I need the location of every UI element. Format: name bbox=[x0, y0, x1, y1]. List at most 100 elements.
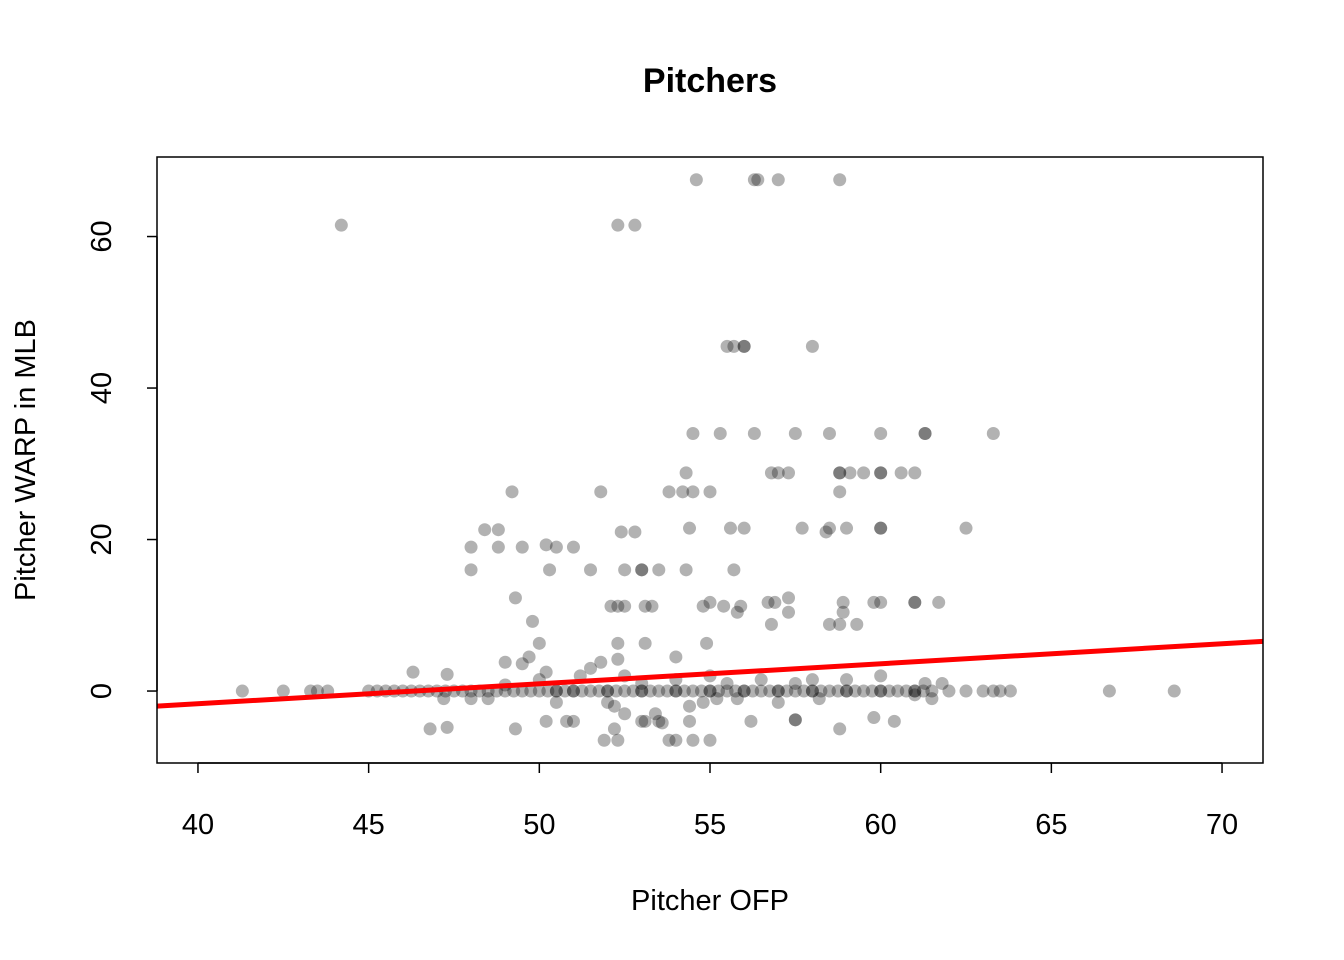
data-point bbox=[703, 733, 717, 747]
data-point bbox=[908, 466, 922, 480]
data-point bbox=[662, 485, 676, 499]
data-point bbox=[655, 716, 669, 730]
data-point bbox=[797, 684, 811, 698]
data-point bbox=[696, 599, 710, 613]
data-point bbox=[607, 722, 621, 736]
data-point bbox=[795, 521, 809, 535]
data-point bbox=[918, 426, 932, 440]
data-point bbox=[604, 599, 618, 613]
data-point bbox=[703, 485, 717, 499]
data-point bbox=[848, 684, 862, 698]
data-point bbox=[696, 695, 710, 709]
points-layer bbox=[235, 173, 1181, 747]
data-point bbox=[812, 692, 826, 706]
data-point bbox=[652, 563, 666, 577]
data-point bbox=[614, 525, 628, 539]
data-point bbox=[882, 684, 896, 698]
data-point bbox=[334, 218, 348, 232]
data-point bbox=[717, 599, 731, 613]
data-point bbox=[660, 684, 674, 698]
data-point bbox=[635, 684, 649, 698]
data-point bbox=[874, 426, 888, 440]
data-point bbox=[788, 713, 802, 727]
data-point bbox=[822, 426, 836, 440]
y-tick-label: 40 bbox=[86, 372, 118, 404]
data-point bbox=[754, 673, 768, 687]
data-point bbox=[744, 714, 758, 728]
data-point bbox=[566, 540, 580, 554]
data-point bbox=[440, 667, 454, 681]
data-point bbox=[543, 563, 557, 577]
data-point bbox=[566, 714, 580, 728]
data-point bbox=[763, 684, 777, 698]
data-point bbox=[686, 426, 700, 440]
data-point bbox=[840, 521, 854, 535]
x-tick-label: 60 bbox=[865, 809, 897, 841]
data-point bbox=[683, 714, 697, 728]
data-point bbox=[491, 540, 505, 554]
data-point bbox=[635, 714, 649, 728]
data-point bbox=[771, 466, 785, 480]
data-point bbox=[780, 684, 794, 698]
data-point bbox=[276, 684, 290, 698]
data-point bbox=[819, 525, 833, 539]
data-point bbox=[788, 426, 802, 440]
data-point bbox=[730, 605, 744, 619]
data-point bbox=[609, 684, 623, 698]
data-point bbox=[822, 617, 836, 631]
data-point bbox=[558, 684, 572, 698]
chart-title: Pitchers bbox=[643, 62, 777, 100]
data-point bbox=[850, 617, 864, 631]
data-point bbox=[669, 684, 683, 698]
data-point bbox=[874, 466, 888, 480]
data-point bbox=[491, 523, 505, 537]
data-point bbox=[549, 684, 563, 698]
y-tick-label: 20 bbox=[86, 523, 118, 555]
regression-line bbox=[156, 638, 1264, 709]
data-point bbox=[908, 684, 922, 698]
data-point bbox=[874, 521, 888, 535]
data-point bbox=[652, 714, 666, 728]
data-point bbox=[720, 684, 734, 698]
data-point bbox=[865, 684, 879, 698]
data-point bbox=[1003, 684, 1017, 698]
data-point bbox=[894, 466, 908, 480]
data-point bbox=[908, 595, 922, 609]
data-point bbox=[549, 695, 563, 709]
data-point bbox=[566, 684, 580, 698]
data-point bbox=[771, 684, 785, 698]
data-point bbox=[976, 684, 990, 698]
data-point bbox=[737, 339, 751, 353]
data-point bbox=[575, 684, 589, 698]
data-point bbox=[942, 684, 956, 698]
data-point bbox=[618, 599, 632, 613]
data-point bbox=[703, 595, 717, 609]
data-point bbox=[874, 684, 888, 698]
data-point bbox=[532, 684, 546, 698]
data-point bbox=[584, 684, 598, 698]
data-point bbox=[843, 466, 857, 480]
data-point bbox=[703, 684, 717, 698]
data-point bbox=[831, 684, 845, 698]
data-point bbox=[747, 426, 761, 440]
data-point bbox=[524, 684, 538, 698]
data-point bbox=[908, 684, 922, 698]
data-point bbox=[478, 523, 492, 537]
data-point bbox=[993, 684, 1007, 698]
data-point bbox=[764, 466, 778, 480]
data-point bbox=[712, 684, 726, 698]
data-point bbox=[539, 665, 553, 679]
data-point bbox=[679, 466, 693, 480]
data-point bbox=[836, 605, 850, 619]
data-point bbox=[592, 684, 606, 698]
data-point bbox=[782, 605, 796, 619]
data-point bbox=[836, 595, 850, 609]
data-point bbox=[508, 722, 522, 736]
data-point bbox=[918, 426, 932, 440]
data-point bbox=[986, 684, 1000, 698]
data-point bbox=[782, 466, 796, 480]
data-point bbox=[594, 485, 608, 499]
data-point bbox=[611, 599, 625, 613]
data-point bbox=[638, 599, 652, 613]
data-point bbox=[908, 595, 922, 609]
